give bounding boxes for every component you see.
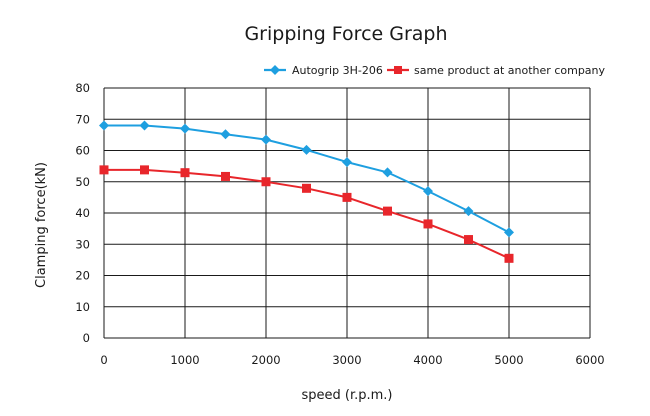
y-tick-label: 80 (75, 81, 90, 95)
x-tick-label: 4000 (413, 353, 442, 367)
legend-label-series-2: same product at another company (414, 64, 606, 77)
data-point-square (383, 206, 392, 216)
x-tick-label: 5000 (494, 353, 523, 367)
y-tick-label: 60 (75, 144, 90, 158)
x-tick-label: 2000 (251, 353, 280, 367)
y-tick-label: 50 (75, 175, 90, 189)
data-point-diamond (382, 167, 393, 178)
data-point-square (302, 183, 311, 193)
axis-ticks: 0 10 20 30 40 50 60 70 80 0 1000 2000 3000 4000 5000 60… (75, 81, 604, 367)
x-tick-label: 3000 (332, 353, 361, 367)
data-point-diamond (342, 157, 352, 168)
series-line-1 (104, 124, 510, 234)
y-axis-label: Clamping force(kN) (34, 162, 49, 288)
series-1 (99, 120, 514, 238)
data-point-diamond (139, 120, 150, 131)
y-tick-label: 40 (75, 206, 90, 220)
data-point-square (221, 171, 230, 181)
legend-label-series-1: Autogrip 3H-206 (292, 64, 383, 77)
data-point-diamond (99, 120, 109, 131)
data-point-diamond (220, 129, 231, 140)
y-tick-label: 0 (83, 331, 90, 345)
x-tick-label: 0 (100, 353, 107, 367)
legend: Autogrip 3H-206 same product at another … (264, 64, 606, 77)
data-point-diamond (301, 144, 312, 155)
series-line-2 (104, 168, 510, 260)
data-point-diamond (180, 123, 190, 134)
x-tick-label: 1000 (170, 353, 199, 367)
data-point-diamond (463, 206, 474, 217)
x-axis-label: speed (r.p.m.) (301, 388, 392, 403)
data-point-diamond (504, 227, 514, 238)
legend-marker-series-2 (394, 66, 402, 74)
data-point-square (423, 219, 433, 229)
y-tick-label: 70 (75, 112, 90, 126)
y-tick-label: 10 (75, 300, 90, 314)
series-2 (99, 165, 514, 263)
legend-item-series-2: same product at another company (387, 64, 606, 77)
y-tick-label: 30 (75, 237, 90, 251)
data-point-diamond (261, 134, 271, 145)
data-point-square (464, 235, 473, 245)
data-point-square (504, 253, 514, 263)
series (99, 120, 514, 263)
grid (103, 87, 591, 339)
legend-item-series-1: Autogrip 3H-206 (264, 64, 383, 77)
data-point-square (261, 177, 271, 187)
data-point-square (342, 192, 352, 202)
data-point-diamond (423, 186, 433, 197)
data-point-square (140, 165, 149, 175)
data-point-square (99, 165, 109, 175)
x-tick-label: 6000 (575, 353, 604, 367)
data-point-square (180, 168, 190, 178)
y-tick-label: 20 (75, 269, 90, 283)
chart-title: Gripping Force Graph (244, 23, 447, 45)
legend-marker-series-1 (270, 65, 280, 75)
